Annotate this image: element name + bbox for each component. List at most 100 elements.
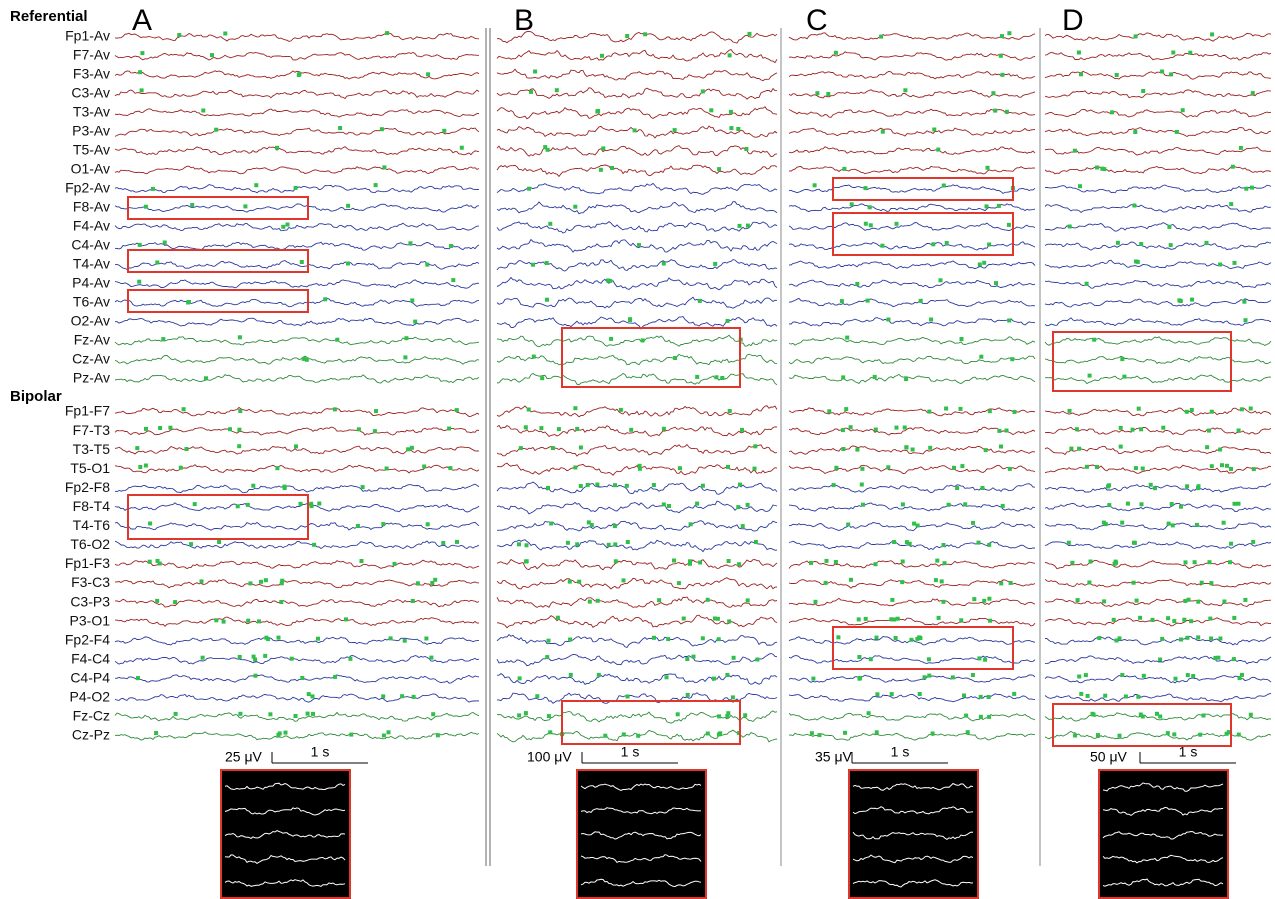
spike-marker [698,299,702,303]
spike-marker [1142,674,1146,678]
spike-marker [579,484,583,488]
eeg-trace [1045,205,1271,213]
spike-marker [140,88,144,92]
spike-marker [601,146,605,150]
spike-marker [979,715,983,719]
spike-marker [259,580,263,584]
spike-marker [746,224,750,228]
spike-marker [382,734,386,738]
spike-marker [1210,32,1214,36]
spike-marker [991,91,995,95]
spike-marker [873,375,877,379]
spike-marker [540,376,544,380]
spike-marker [214,128,218,132]
spike-marker [566,541,570,545]
spike-marker [622,578,626,582]
spike-marker [201,109,205,113]
spike-marker [294,714,298,718]
eeg-trace [789,147,1035,155]
spike-marker [886,318,890,322]
spike-marker [849,578,853,582]
spike-marker [1102,521,1106,525]
spike-marker [753,444,757,448]
spike-marker [985,204,989,208]
spike-marker [381,694,385,698]
spike-marker [1106,485,1110,489]
spike-marker [912,522,916,526]
eeg-trace [497,107,777,119]
spike-marker [706,598,710,602]
spike-marker [1170,502,1174,506]
spike-marker [254,183,258,187]
spike-marker [1179,638,1183,642]
channel-label: T6-Av [73,294,110,310]
spike-marker [1250,186,1254,190]
spike-marker [1193,560,1197,564]
spike-marker [717,714,721,718]
spike-marker [1089,560,1093,564]
spike-marker [1086,694,1090,698]
spike-marker [531,263,535,267]
eeg-trace [789,71,1035,79]
spike-marker [997,429,1001,433]
time-scale: 1 s [1179,744,1198,760]
spike-marker [275,146,279,150]
spike-marker [610,166,614,170]
spike-marker [934,578,938,582]
eeg-trace [789,242,1035,250]
spike-marker [977,541,981,545]
spike-marker [952,466,956,470]
eeg-trace [115,503,479,512]
spike-marker [431,712,435,716]
spike-marker [1095,166,1099,170]
spike-marker [281,225,285,229]
eeg-trace [1045,318,1271,326]
spike-marker [971,521,975,525]
spike-marker [1005,429,1009,433]
spike-marker [568,580,572,584]
spike-marker [736,127,740,131]
spike-marker [1231,165,1235,169]
eeg-trace [497,202,777,214]
spike-marker [810,731,814,735]
spike-marker [1225,464,1229,468]
spike-marker [1196,486,1200,490]
spike-marker [917,635,921,639]
spike-marker [841,375,845,379]
spike-marker [137,280,141,284]
spike-marker [1239,146,1243,150]
spike-marker [689,522,693,526]
highlight-box [128,290,308,312]
eeg-trace [497,88,777,99]
spike-marker [846,523,850,527]
spike-marker [997,204,1001,208]
spike-marker [695,375,699,379]
eeg-trace [115,147,479,155]
spike-marker [1136,695,1140,699]
spike-marker [1198,733,1202,737]
spike-marker [545,655,549,659]
spike-marker [455,408,459,412]
spike-marker [519,446,523,450]
spike-marker [916,524,920,528]
spike-marker [1134,466,1138,470]
eeg-trace [1045,375,1271,384]
channel-label: C3-P3 [70,593,110,609]
spike-marker [738,483,742,487]
spike-marker [163,241,167,245]
spike-marker [349,733,353,737]
spike-marker [1005,110,1009,114]
spike-marker [1115,639,1119,643]
spike-marker [527,408,531,412]
spike-marker [1007,31,1011,35]
eeg-trace [115,522,479,530]
spike-marker [406,447,410,451]
spike-marker [1107,503,1111,507]
spike-marker [959,407,963,411]
channel-label: F3-Av [73,66,110,82]
eeg-trace [789,675,1035,682]
eeg-trace [789,408,1035,416]
spike-marker [357,427,361,431]
spike-marker [1092,713,1096,717]
spike-marker [333,407,337,411]
